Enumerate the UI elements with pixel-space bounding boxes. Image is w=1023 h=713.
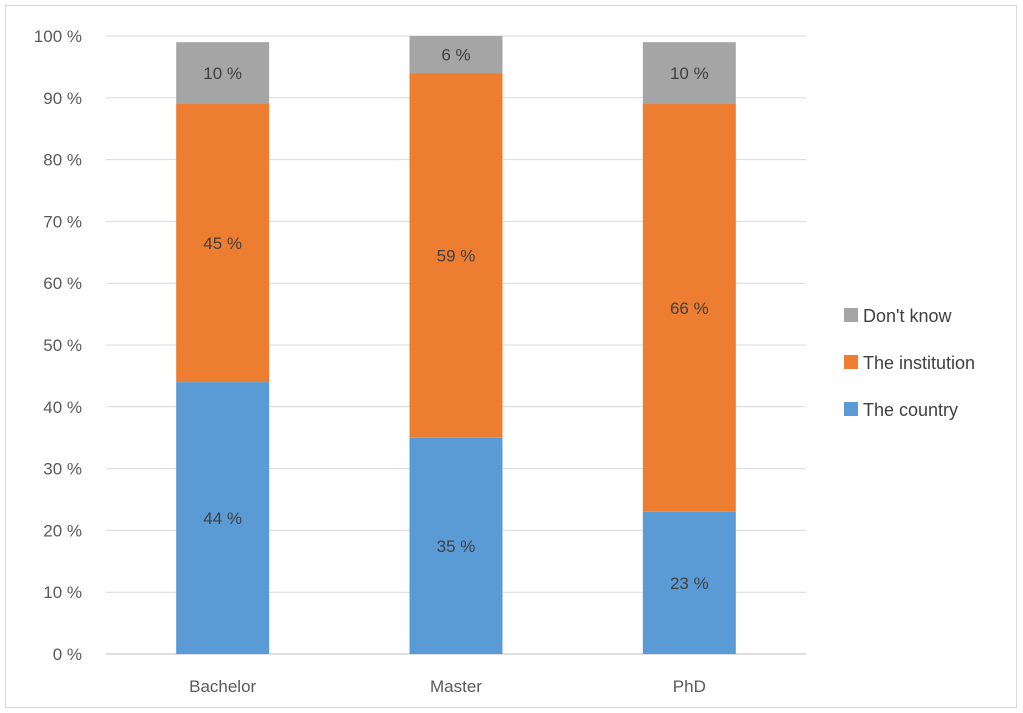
data-label: 10 % — [670, 64, 709, 83]
x-axis: Bachelor Master PhD — [189, 677, 706, 696]
legend-swatch — [844, 355, 858, 369]
y-tick-label: 80 % — [43, 151, 82, 170]
data-label: 10 % — [203, 64, 242, 83]
legend-label: Don't know — [863, 306, 952, 326]
legend: Don't know The institution The country — [844, 306, 975, 420]
bar-segment — [176, 42, 270, 104]
y-tick-label: 60 % — [43, 274, 82, 293]
legend-label: The country — [863, 400, 958, 420]
bar-segment — [176, 382, 270, 654]
data-label: 6 % — [441, 46, 470, 65]
y-tick-label: 40 % — [43, 398, 82, 417]
y-axis: 0 % 10 % 20 % 30 % 40 % 50 % 60 % 70 % 80 % 90 % 1… — [34, 27, 82, 664]
y-tick-label: 70 % — [43, 212, 82, 231]
y-tick-label: 10 % — [43, 583, 82, 602]
data-label: 44 % — [203, 509, 242, 528]
y-tick-label: 30 % — [43, 460, 82, 479]
data-label: 45 % — [203, 234, 242, 253]
data-label: 23 % — [670, 574, 709, 593]
bar-segment — [642, 42, 736, 104]
y-tick-label: 90 % — [43, 89, 82, 108]
y-tick-label: 0 % — [53, 645, 82, 664]
data-label: 59 % — [437, 246, 476, 265]
y-tick-label: 50 % — [43, 336, 82, 355]
legend-swatch — [844, 402, 858, 416]
bar-segment — [409, 36, 503, 74]
legend-swatch — [844, 308, 858, 322]
legend-label: The institution — [863, 353, 975, 373]
data-label: 66 % — [670, 299, 709, 318]
x-category-label: Master — [430, 677, 482, 696]
x-category-label: PhD — [673, 677, 706, 696]
bar-segment — [642, 103, 736, 512]
chart-frame: 0 % 10 % 20 % 30 % 40 % 50 % 60 % 70 % 80 % 90 % 1… — [5, 5, 1017, 708]
bar-segment — [642, 511, 736, 654]
bar-segment — [409, 437, 503, 654]
bar-segment — [176, 103, 270, 383]
y-tick-label: 100 % — [34, 27, 82, 46]
bar-segment — [409, 73, 503, 438]
stacked-bar-chart: 0 % 10 % 20 % 30 % 40 % 50 % 60 % 70 % 80 % 90 % 1… — [34, 27, 975, 696]
data-label: 35 % — [437, 537, 476, 556]
bars: 44 % 45 % 10 % 35 % 59 % 6 % 23 % 66 % 10 % — [176, 36, 736, 654]
x-category-label: Bachelor — [189, 677, 256, 696]
y-tick-label: 20 % — [43, 521, 82, 540]
